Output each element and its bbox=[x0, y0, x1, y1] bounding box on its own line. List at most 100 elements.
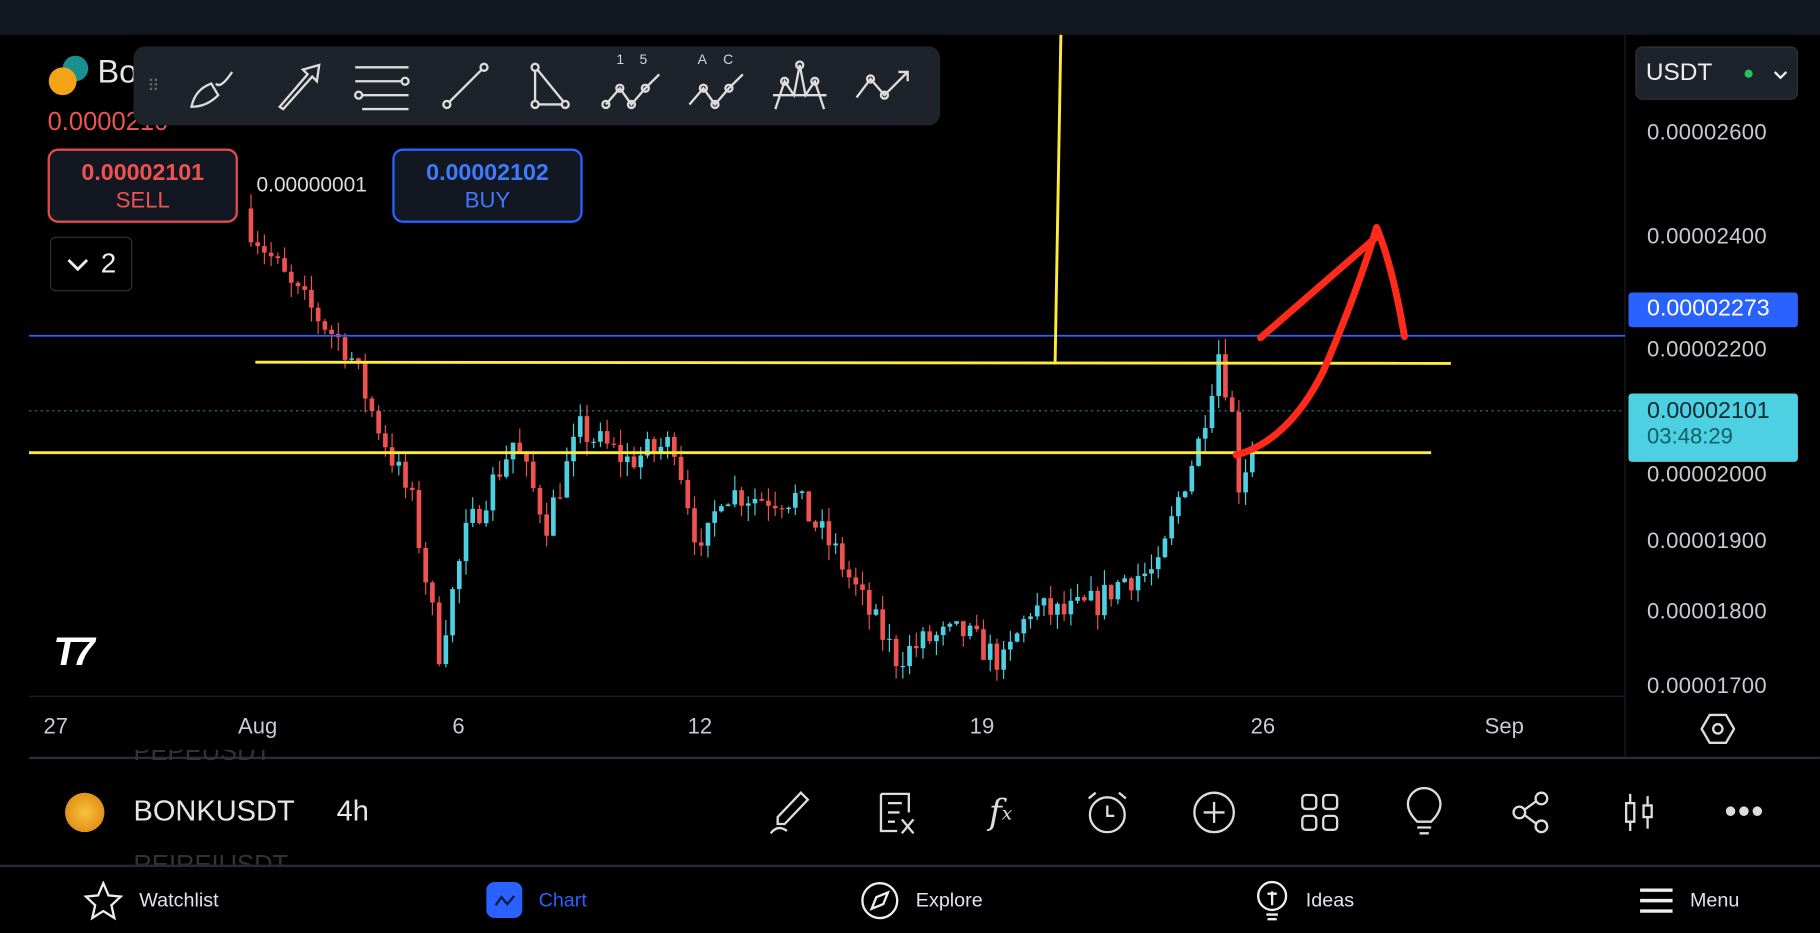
prev-ticker[interactable]: PEPEUSDT bbox=[133, 749, 272, 766]
red-arrow-drawing[interactable] bbox=[1232, 223, 1408, 459]
share-icon[interactable] bbox=[1507, 787, 1558, 838]
candle-body bbox=[846, 569, 852, 578]
nav-ideas[interactable]: Ideas bbox=[1255, 867, 1354, 933]
candle-body bbox=[705, 522, 711, 546]
vertical-yellow-line[interactable] bbox=[1053, 34, 1063, 365]
price-chart[interactable] bbox=[0, 0, 1820, 757]
candle-body bbox=[934, 635, 939, 642]
candle-body bbox=[396, 461, 402, 466]
candle-body bbox=[1088, 590, 1094, 601]
candle-body bbox=[1249, 448, 1255, 473]
head-shoulders-icon[interactable] bbox=[758, 51, 842, 121]
nav-chart[interactable]: Chart bbox=[486, 867, 587, 933]
chart-settings-icon[interactable] bbox=[1700, 713, 1736, 751]
time-tick: Aug bbox=[238, 714, 278, 740]
candle-body bbox=[685, 480, 691, 509]
nav-explore[interactable]: Explore bbox=[860, 867, 983, 933]
bonk-logo bbox=[64, 792, 105, 833]
candle-body bbox=[423, 547, 429, 583]
ideas-icon[interactable] bbox=[1399, 786, 1450, 838]
interval-label[interactable]: 4h bbox=[336, 795, 369, 828]
horizontal-lines[interactable] bbox=[29, 334, 1625, 455]
candle-body bbox=[873, 609, 879, 615]
candle-body bbox=[974, 625, 980, 630]
more-icon[interactable]: ••• bbox=[1724, 792, 1765, 831]
candle-body bbox=[745, 503, 751, 506]
nav-watchlist[interactable]: Watchlist bbox=[83, 867, 219, 933]
buy-button[interactable]: 0.00002102 BUY bbox=[392, 148, 583, 223]
candle-body bbox=[510, 442, 516, 460]
time-tick: 12 bbox=[687, 714, 713, 740]
hamburger-icon bbox=[1640, 887, 1673, 913]
currency-select[interactable]: USDT bbox=[1635, 46, 1798, 100]
candle-body bbox=[1008, 641, 1013, 650]
candle-body bbox=[544, 514, 549, 536]
indicators-toggle[interactable]: 2 bbox=[49, 236, 133, 292]
candle-body bbox=[436, 602, 442, 665]
candle-body bbox=[866, 589, 872, 615]
parallel-channel-icon[interactable] bbox=[340, 51, 424, 121]
candle-body bbox=[1041, 598, 1047, 606]
drag-handle-icon[interactable]: ⠿ bbox=[147, 76, 160, 96]
sell-button[interactable]: 0.00002101 SELL bbox=[47, 148, 238, 223]
candle-body bbox=[799, 491, 805, 494]
candle-body bbox=[678, 456, 684, 481]
candle-body bbox=[860, 584, 865, 590]
arrow-stroke bbox=[1257, 234, 1379, 342]
candle-body bbox=[819, 521, 825, 528]
candle-body bbox=[1243, 472, 1248, 493]
triangle-tool-icon[interactable] bbox=[507, 51, 591, 121]
draw-icon[interactable] bbox=[764, 787, 815, 838]
candle-body bbox=[1115, 582, 1121, 600]
candle-body bbox=[477, 508, 482, 524]
layout-icon[interactable] bbox=[1294, 787, 1345, 838]
candle-body bbox=[483, 510, 489, 524]
candle-body bbox=[403, 461, 408, 488]
next-ticker[interactable]: REIREIUSDT bbox=[133, 849, 289, 865]
symbol-title[interactable]: Bo bbox=[97, 53, 138, 90]
alert-price-label[interactable]: 0.00002273 bbox=[1628, 292, 1798, 328]
candle-body bbox=[309, 289, 314, 308]
star-icon bbox=[83, 880, 124, 920]
candle-body bbox=[1216, 354, 1222, 396]
candle-body bbox=[551, 497, 556, 536]
support-resistance-line[interactable] bbox=[255, 360, 1451, 365]
trend-line-icon[interactable] bbox=[424, 51, 508, 121]
candle-body bbox=[1202, 428, 1208, 439]
path-tool-icon[interactable] bbox=[842, 51, 926, 121]
candle-body bbox=[947, 623, 953, 627]
candle-body bbox=[490, 474, 496, 511]
nav-menu[interactable]: Menu bbox=[1639, 867, 1739, 933]
candle-body bbox=[658, 446, 664, 452]
candle-body bbox=[840, 543, 845, 570]
status-dot bbox=[1744, 69, 1753, 78]
object-tree-icon[interactable] bbox=[872, 787, 923, 838]
candle-body bbox=[275, 256, 281, 259]
lightbulb-icon bbox=[1257, 880, 1288, 920]
candle-body bbox=[598, 431, 603, 442]
price-tick: 0.00001800 bbox=[1647, 600, 1768, 625]
arrow-tool-icon[interactable] bbox=[257, 51, 341, 121]
candle-body bbox=[732, 490, 738, 505]
candle-body bbox=[611, 443, 617, 445]
candle-body bbox=[577, 416, 583, 437]
time-tick: 6 bbox=[452, 714, 465, 740]
chart-type-icon[interactable] bbox=[1613, 787, 1664, 838]
candle-body bbox=[443, 635, 449, 665]
alert-icon[interactable] bbox=[1082, 787, 1133, 838]
candle-body bbox=[255, 242, 260, 247]
add-icon[interactable] bbox=[1189, 787, 1240, 838]
arrow-stroke bbox=[1232, 223, 1408, 459]
candle-body bbox=[759, 498, 765, 501]
candle-body bbox=[1135, 576, 1141, 591]
brush-tool-icon[interactable] bbox=[173, 51, 257, 121]
bottom-nav: Watchlist Chart Explore Ideas Menu bbox=[0, 865, 1820, 933]
ticker-name[interactable]: BONKUSDT bbox=[133, 795, 295, 828]
time-tick: 26 bbox=[1250, 714, 1276, 740]
candle-body bbox=[967, 625, 973, 637]
candle-body bbox=[779, 508, 785, 510]
